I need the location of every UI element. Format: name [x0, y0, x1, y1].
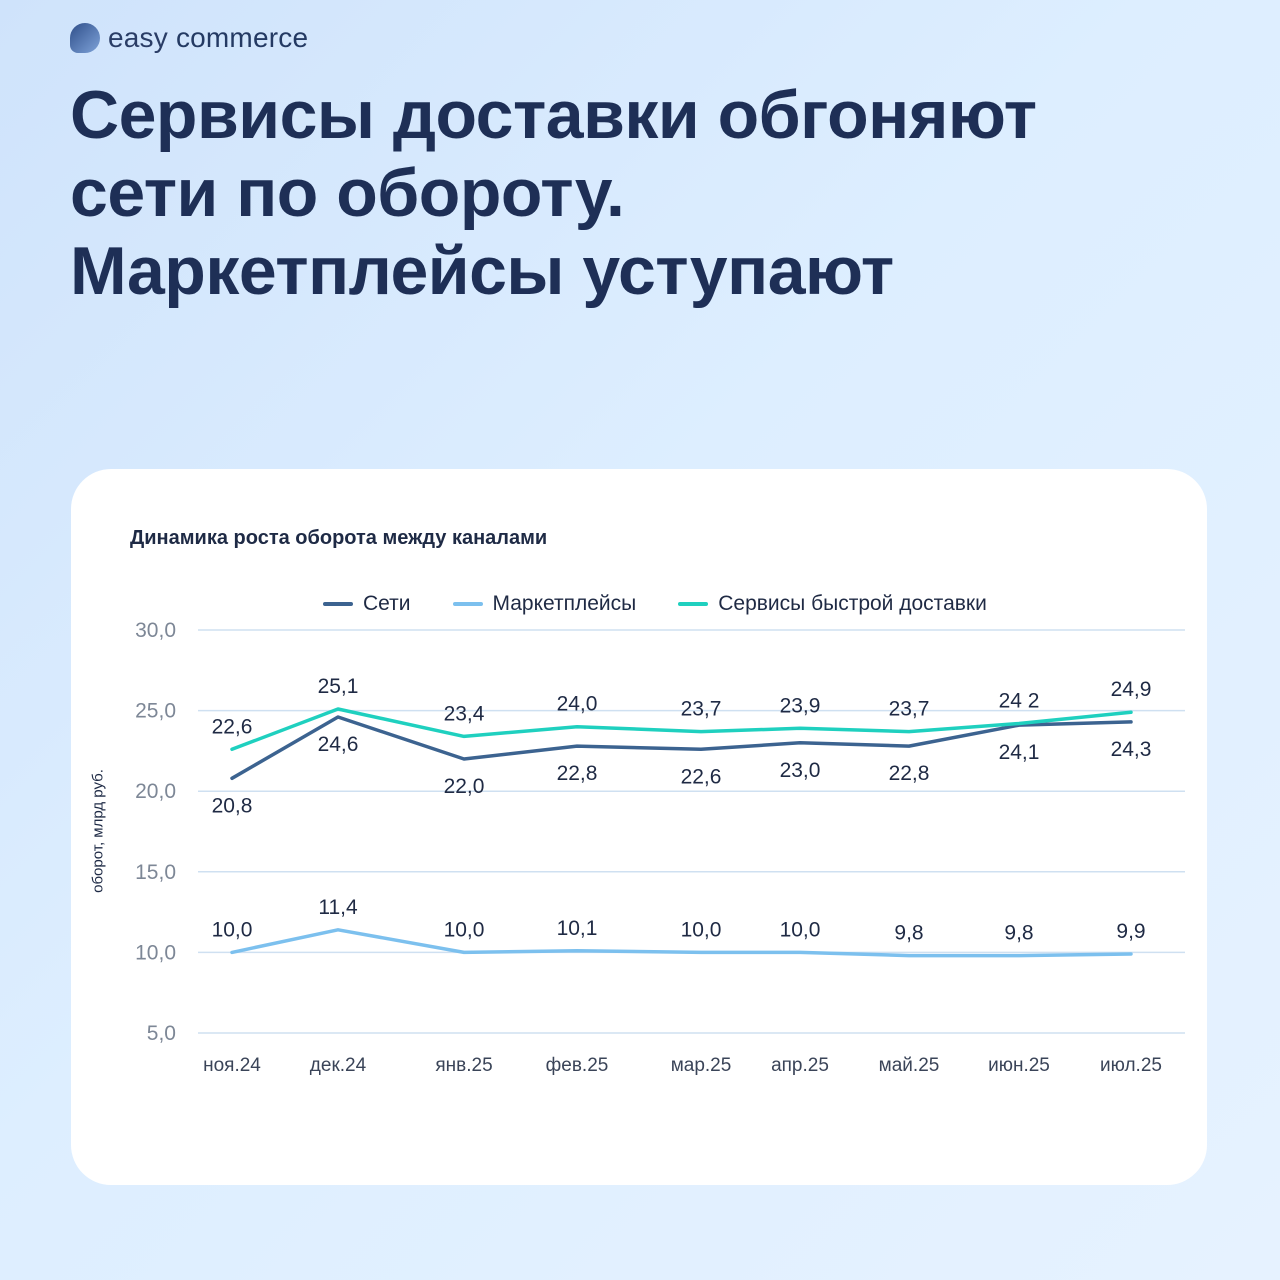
data-label: 24,6	[318, 733, 359, 756]
x-tick-label: ноя.24	[203, 1055, 261, 1076]
logo-mark-icon	[70, 23, 100, 53]
x-tick-label: янв.25	[435, 1055, 492, 1076]
data-label: 11,4	[318, 896, 358, 919]
data-label: 22,8	[889, 762, 930, 785]
x-tick-label: дек.24	[310, 1055, 367, 1076]
x-tick-label: июн.25	[988, 1055, 1050, 1076]
data-label: 9,8	[1004, 922, 1033, 945]
data-label: 23,4	[444, 702, 485, 725]
data-label: 10,0	[780, 918, 821, 941]
data-label: 23,7	[889, 698, 930, 721]
headline-line-2: сети по обороту.	[70, 155, 625, 231]
y-tick-label: 15,0	[135, 861, 176, 884]
data-label: 22,6	[212, 715, 253, 738]
y-tick-label: 10,0	[135, 941, 176, 964]
legend-item-fast-delivery: Сервисы быстрой доставки	[678, 592, 987, 616]
chart-title: Динамика роста оборота между каналами	[130, 527, 548, 549]
legend-swatch-seti	[323, 602, 353, 606]
x-tick-label: июл.25	[1100, 1055, 1162, 1076]
chart-card: Динамика роста оборота между каналами Се…	[71, 469, 1207, 1185]
data-label: 25,1	[318, 675, 359, 698]
x-tick-label: фев.25	[546, 1055, 609, 1076]
data-label: 10,0	[681, 918, 722, 941]
legend-label-fast-delivery: Сервисы быстрой доставки	[718, 592, 987, 615]
legend-label-marketplaces: Маркетплейсы	[492, 592, 637, 615]
data-label: 9,8	[894, 922, 923, 945]
headline-line-3: Маркетплейсы уступают	[70, 233, 894, 309]
y-tick-label: 5,0	[147, 1022, 176, 1045]
brand-logo: easy commerce	[70, 20, 308, 56]
line-chart: 30,0 25,0 20,0 15,0 10,0 5,0 ноя.24 дек.24 янв.2…	[135, 619, 1185, 1076]
legend-label-seti: Сети	[363, 592, 411, 615]
x-tick-label: мар.25	[671, 1055, 732, 1076]
data-label: 22,6	[681, 765, 722, 788]
data-label: 9,9	[1116, 920, 1145, 943]
x-tick-label: май.25	[879, 1055, 940, 1076]
brand-name-part2: commerce	[175, 22, 309, 53]
series-line	[230, 707, 1133, 752]
y-tick-label: 30,0	[135, 619, 176, 642]
data-label: 24,3	[1111, 738, 1152, 761]
data-label: 10,1	[557, 917, 598, 940]
legend-swatch-fast-delivery	[678, 602, 709, 606]
data-label: 23,0	[780, 759, 821, 782]
series-line	[230, 928, 1133, 958]
legend-item-marketplaces: Маркетплейсы	[452, 592, 637, 616]
legend-item-seti: Сети	[323, 592, 411, 616]
data-label: 24,0	[557, 693, 598, 716]
data-label: 24 2	[999, 689, 1040, 712]
legend-swatch-marketplaces	[452, 602, 483, 606]
page-headline: Сервисы доставки обгоняют сети по оборот…	[70, 76, 1210, 310]
brand-name-part1: easy	[108, 22, 168, 53]
series-line	[230, 715, 1133, 781]
brand-name: easy commerce	[108, 22, 308, 54]
x-tick-label: апр.25	[771, 1055, 829, 1076]
y-tick-label: 20,0	[135, 780, 176, 803]
headline-line-1: Сервисы доставки обгоняют	[70, 77, 1037, 153]
data-label: 22,0	[444, 775, 485, 798]
chart-legend: Сети Маркетплейсы Сервисы быстрой достав…	[323, 590, 987, 618]
data-label: 24,1	[999, 741, 1040, 764]
data-label: 22,8	[557, 762, 598, 785]
data-label: 20,8	[212, 794, 253, 817]
data-label: 23,7	[681, 698, 722, 721]
data-label: 24,9	[1111, 678, 1152, 701]
data-label: 10,0	[444, 918, 485, 941]
y-tick-label: 25,0	[135, 700, 176, 723]
data-label: 23,9	[780, 694, 821, 717]
data-label: 10,0	[212, 918, 253, 941]
